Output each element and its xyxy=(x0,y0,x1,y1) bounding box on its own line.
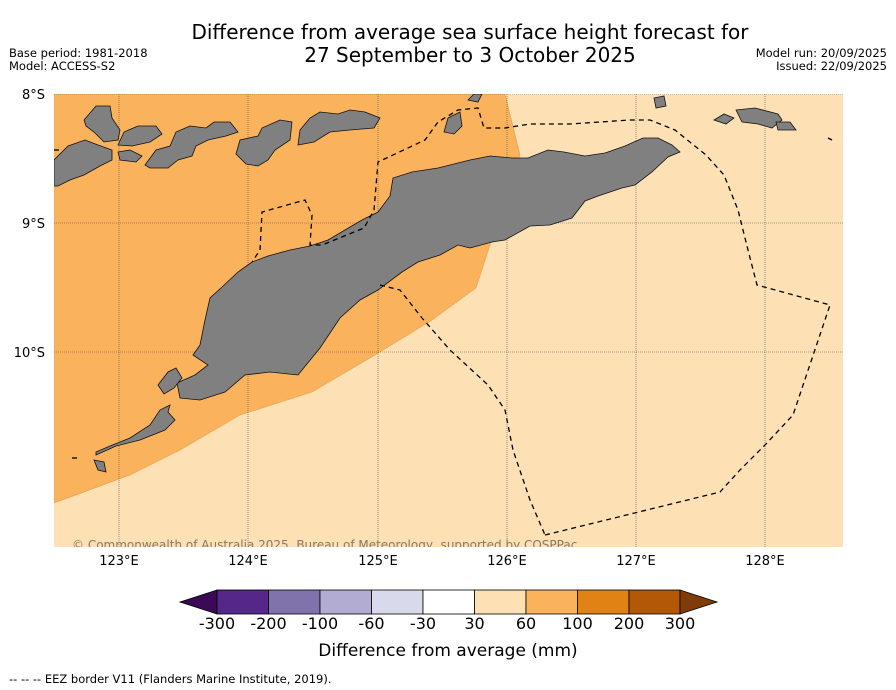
cb-tick-7: 100 xyxy=(562,614,593,633)
lakor-island xyxy=(775,121,797,131)
wetar-island xyxy=(297,109,381,146)
colorbar-bin-2 xyxy=(268,589,321,615)
cb-tick-2: -100 xyxy=(301,614,339,633)
cb-tick-3: -60 xyxy=(358,614,385,633)
lon-label-124e: 124°E xyxy=(228,554,268,569)
model-name: Model: ACCESS-S2 xyxy=(9,59,116,73)
lon-label-123e: 123°E xyxy=(99,554,139,569)
pantar-island xyxy=(83,105,121,143)
atauro-island xyxy=(443,111,463,135)
colorbar-bin-1 xyxy=(216,589,269,615)
cb-tick-8: 200 xyxy=(613,614,645,633)
colorbar-extend-low xyxy=(178,589,218,615)
cb-tick-6: 60 xyxy=(515,614,537,633)
lembata-island xyxy=(117,125,163,147)
flores-east xyxy=(235,119,293,167)
copyright-text: © Commonwealth of Australia 2025, Bureau… xyxy=(72,538,577,552)
lon-label-127e: 127°E xyxy=(616,554,656,569)
small-islet-north xyxy=(467,94,483,103)
meta-right: Model run: 20/09/2025 Issued: 22/09/2025 xyxy=(756,47,887,73)
title-line-1: Difference from average sea surface heig… xyxy=(191,20,749,44)
colorbar-bin-9 xyxy=(628,589,681,615)
lon-label-126e: 126°E xyxy=(487,554,527,569)
colorbar-bin-6 xyxy=(474,589,527,615)
base-period: Base period: 1981-2018 xyxy=(9,46,148,60)
lat-label-8s: 8°S xyxy=(22,88,45,103)
lon-label-125e: 125°E xyxy=(358,554,398,569)
cb-tick-5: 30 xyxy=(464,614,485,633)
kisar-island xyxy=(653,95,667,109)
map-area: © Commonwealth of Australia 2025, Bureau… xyxy=(54,94,843,552)
cb-tick-4: -30 xyxy=(409,614,437,633)
colorbar-extend-high xyxy=(679,589,719,615)
ndao-island xyxy=(93,459,107,473)
colorbar-title: Difference from average (mm) xyxy=(318,641,578,661)
colorbar-bin-7 xyxy=(525,589,578,615)
colorbar-bin-5 xyxy=(422,589,475,615)
cb-tick-9: 300 xyxy=(664,614,696,633)
title-line-2: 27 September to 3 October 2025 xyxy=(304,43,636,67)
lon-label-128e: 128°E xyxy=(745,554,785,569)
timor-island xyxy=(176,137,681,401)
cb-tick-1: -200 xyxy=(250,614,287,633)
semau-island xyxy=(157,367,183,395)
lat-label-9s: 9°S xyxy=(22,217,45,232)
colorbar xyxy=(178,589,719,615)
cb-tick-0: -300 xyxy=(198,614,236,633)
eez-footnote: -- -- -- EEZ border V11 (Flanders Marine… xyxy=(9,672,332,686)
eez-border xyxy=(54,107,833,536)
meta-left: Base period: 1981-2018 Model: ACCESS-S2 xyxy=(9,47,148,73)
solor-island xyxy=(117,149,143,163)
model-run: Model run: 20/09/2025 xyxy=(755,46,887,60)
rote-island xyxy=(95,404,176,456)
colorbar-bin-3 xyxy=(319,589,372,615)
colorbar-bin-8 xyxy=(577,589,630,615)
land xyxy=(54,94,797,473)
leti-island xyxy=(713,113,735,125)
issued-date: Issued: 22/09/2025 xyxy=(776,59,887,73)
adonara-island xyxy=(144,121,239,169)
alor-island xyxy=(54,139,113,187)
lat-label-10s: 10°S xyxy=(14,346,45,361)
colorbar-bin-4 xyxy=(371,589,424,615)
